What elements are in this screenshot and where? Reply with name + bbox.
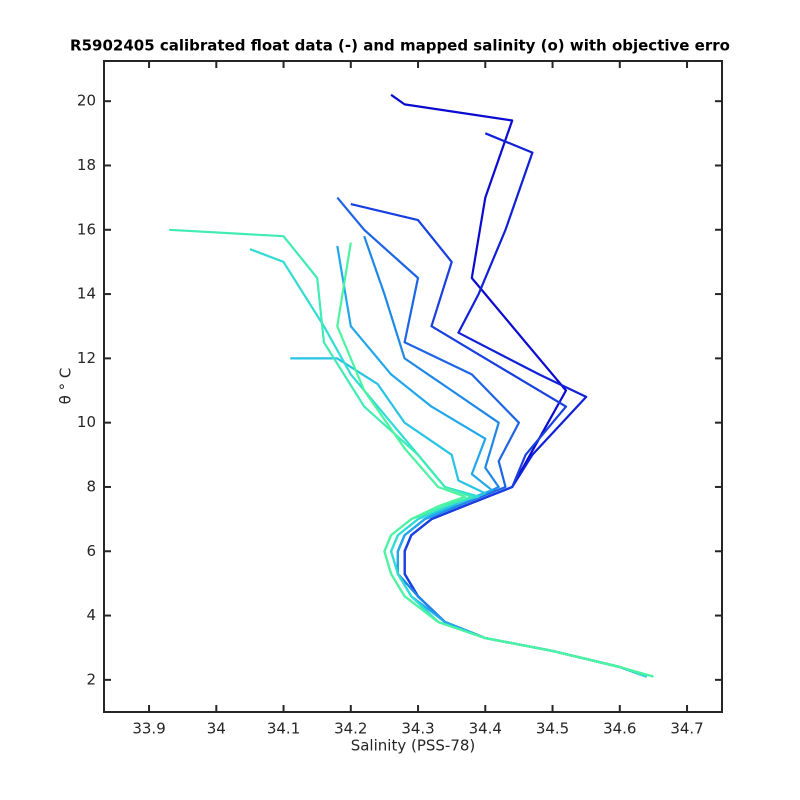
profile-line xyxy=(363,235,648,678)
profile-line xyxy=(169,228,654,678)
y-tick-label: 4 xyxy=(86,606,96,624)
profile-line xyxy=(390,93,648,678)
y-tick-label: 10 xyxy=(77,413,96,431)
profile-line xyxy=(290,357,648,678)
plot-frame xyxy=(103,60,723,713)
profile-line xyxy=(336,245,648,678)
x-tick-label: 34.6 xyxy=(603,720,636,738)
profile-line xyxy=(350,203,648,678)
y-tick-label: 18 xyxy=(77,156,96,174)
y-tick-label: 14 xyxy=(77,285,96,303)
x-axis-label: Salinity (PSS-78) xyxy=(351,737,476,755)
x-tick-label: 34.3 xyxy=(401,720,434,738)
chart-title: R5902405 calibrated float data (-) and m… xyxy=(70,37,730,55)
y-axis-label: θ ° C xyxy=(57,368,75,405)
y-tick-label: 12 xyxy=(77,349,96,367)
x-tick-label: 34.4 xyxy=(469,720,502,738)
x-tick-label: 34 xyxy=(207,720,226,738)
profile-line xyxy=(403,132,648,678)
profile-line xyxy=(249,248,648,678)
y-tick-label: 16 xyxy=(77,220,96,238)
x-tick-label: 34.5 xyxy=(536,720,569,738)
x-tick-label: 34.1 xyxy=(267,720,300,738)
y-tick-label: 6 xyxy=(86,542,96,560)
profile-line xyxy=(336,196,648,678)
x-tick-label: 33.9 xyxy=(132,720,165,738)
x-tick-label: 34.2 xyxy=(334,720,367,738)
profile-line xyxy=(336,242,654,678)
y-tick-label: 20 xyxy=(77,92,96,110)
y-tick-label: 8 xyxy=(86,477,96,495)
x-tick-label: 34.7 xyxy=(670,720,703,738)
y-tick-label: 2 xyxy=(86,670,96,688)
